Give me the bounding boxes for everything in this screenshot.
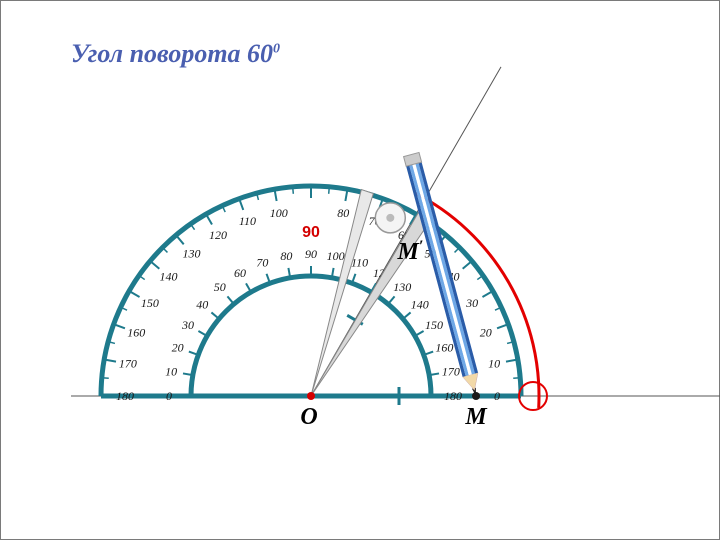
inner-scale-label: 160 xyxy=(435,340,453,354)
inner-scale-label: 10 xyxy=(165,364,177,378)
outer-scale-label: 100 xyxy=(270,206,288,220)
minor-tick xyxy=(513,378,520,379)
tick-inner xyxy=(403,312,411,318)
compass-hinge-pin xyxy=(386,214,394,222)
outer-scale-label: 170 xyxy=(119,357,137,371)
diagram-canvas: 0 180 10 170 20 160 30 150 40 140 50 130 60 120 70 110 8… xyxy=(1,1,720,540)
outer-scale-label: 180 xyxy=(116,389,134,403)
inner-scale-label: 180 xyxy=(444,389,462,403)
tick-outer xyxy=(150,261,159,269)
inner-scale-label: 70 xyxy=(256,256,268,270)
inner-scale-label: 90 xyxy=(305,247,317,261)
minor-tick xyxy=(293,187,294,194)
label-o: O xyxy=(300,404,317,430)
point-m xyxy=(472,392,480,400)
outer-scale-label: 10 xyxy=(488,357,500,371)
outer-scale-label: 80 xyxy=(337,206,349,220)
inner-scale-label: 80 xyxy=(280,249,292,263)
inner-scale-label: 30 xyxy=(181,318,194,332)
outer-scale-label: 140 xyxy=(160,269,178,283)
inner-scale-label: 60 xyxy=(234,266,246,280)
label-m-prime: M′ xyxy=(397,238,424,265)
tick-outer xyxy=(129,291,139,297)
inner-scale-label: 150 xyxy=(425,318,443,332)
tick-inner xyxy=(211,312,219,318)
tick-outer xyxy=(482,291,492,297)
tick-inner xyxy=(388,296,394,304)
inner-scale-label: 40 xyxy=(196,298,208,312)
tick-outer xyxy=(463,261,472,269)
inner-scale-label: 130 xyxy=(393,280,411,294)
outer-scale-label: 130 xyxy=(182,247,200,261)
inner-scale-label: 100 xyxy=(327,249,345,263)
inner-scale-label: 0 xyxy=(166,389,172,403)
outer-scale-label: 120 xyxy=(209,228,227,242)
inner-scale-label: 50 xyxy=(214,280,226,294)
outer-scale-label: 110 xyxy=(239,214,256,228)
outer-scale-label: 150 xyxy=(141,296,159,310)
minor-tick xyxy=(102,378,109,379)
compass-leg-left xyxy=(311,190,373,396)
inner-scale-label: 140 xyxy=(411,298,429,312)
outer-scale-label: 20 xyxy=(480,325,492,339)
outer-scale-label: 0 xyxy=(494,389,500,403)
inner-scale-label: 20 xyxy=(172,340,184,354)
inner-scale-label: 170 xyxy=(442,364,460,378)
outer-scale-label: 160 xyxy=(127,325,145,339)
point-o xyxy=(307,392,315,400)
tick-outer xyxy=(206,214,212,224)
label-m: M xyxy=(464,404,488,430)
ninety-label: 90 xyxy=(302,224,320,241)
tick-inner xyxy=(227,296,233,304)
outer-scale-label: 30 xyxy=(465,296,478,310)
minor-tick xyxy=(329,187,330,194)
tick-outer xyxy=(176,235,184,244)
